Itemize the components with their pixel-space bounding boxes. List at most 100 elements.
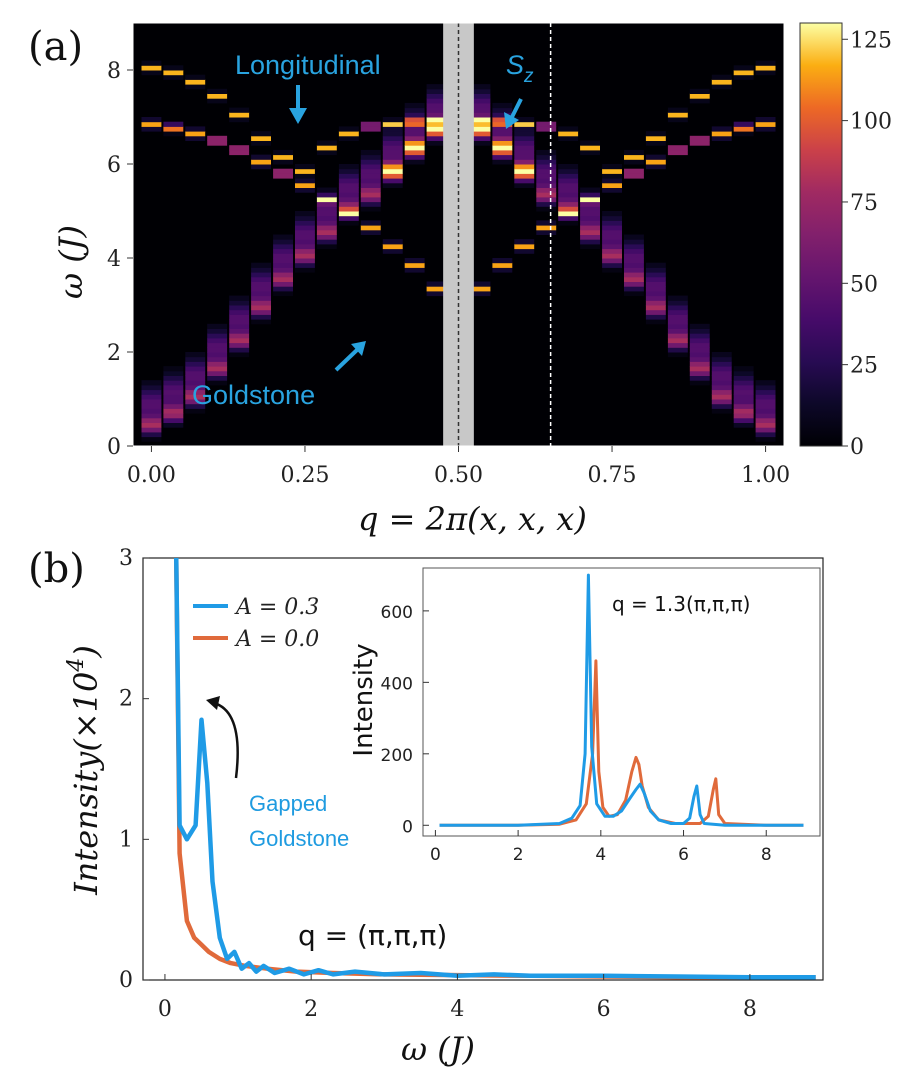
heatmap-cell [667, 319, 688, 325]
heatmap-cell [624, 272, 644, 278]
heatmap-cell [141, 399, 162, 405]
heatmap-cell [163, 384, 184, 391]
heatmap-cell [733, 131, 754, 137]
heatmap-cell [689, 333, 710, 339]
heatmap-cell [514, 126, 535, 132]
heatmap-cell [645, 300, 666, 306]
heatmap-cell [536, 173, 557, 179]
heatmap-cell [492, 267, 513, 273]
heatmap-cell [755, 121, 776, 127]
heatmap-cell [602, 225, 622, 231]
heatmap-cell [229, 145, 250, 151]
heatmap-cell [558, 135, 579, 141]
heatmap-cell [338, 182, 359, 188]
heatmap-cell [360, 149, 381, 156]
heatmap-cell [536, 201, 557, 207]
heatmap-cell [360, 192, 381, 198]
heatmap-cell [536, 225, 557, 231]
heatmap-cell [316, 149, 337, 156]
heatmap-cell [602, 215, 622, 221]
heatmap-cell [580, 243, 600, 250]
heatmap-cell [755, 422, 776, 428]
inset-xtick-label: 2 [513, 845, 524, 865]
heatmap-cell [514, 159, 535, 165]
heatmap-cell [470, 126, 491, 132]
intensity-xlabel: ω (J) [401, 1030, 475, 1068]
heatmap-cell [733, 389, 754, 395]
heatmap-cell [624, 154, 644, 160]
heatmap-cell [229, 295, 250, 301]
heatmap-cell [470, 131, 491, 137]
heatmap-x-ticks: 0.00 0.25 0.50 0.75 1.00 [127, 446, 790, 488]
heatmap-cell [295, 211, 315, 217]
heatmap-cell [404, 267, 425, 273]
heatmap-cell [558, 211, 579, 217]
heatmap-cell [711, 361, 732, 367]
heatmap-cell [207, 337, 228, 344]
heatmap-cell [295, 173, 315, 179]
heatmap-cell [404, 102, 425, 109]
heatmap-cell [711, 375, 732, 381]
heatmap-cell [755, 413, 776, 419]
heatmap-cell [163, 74, 184, 80]
heatmap-cell [689, 375, 710, 381]
heatmap-cell [514, 135, 535, 141]
heatmap-cell [711, 403, 732, 409]
heatmap-cell [602, 168, 622, 174]
heatmap-cell [404, 149, 425, 156]
heatmap-ytick-label: 8 [107, 59, 121, 84]
annotation-gapped: Gapped [249, 791, 327, 816]
heatmap-cell [492, 112, 513, 118]
heatmap-cell [251, 276, 271, 282]
heatmap-cell [602, 164, 622, 170]
heatmap-cell [689, 352, 710, 358]
heatmap-cell [338, 215, 359, 221]
heatmap-cell [645, 272, 666, 278]
heatmap-cell [689, 135, 710, 141]
heatmap-cell [141, 117, 162, 123]
heatmap-cell [338, 211, 359, 217]
heatmap-cell [316, 192, 337, 198]
heatmap-cell [163, 375, 184, 381]
heatmap-cell [251, 272, 271, 278]
heatmap-cell [645, 135, 666, 141]
heatmap-cell [185, 366, 206, 372]
heatmap-cell [470, 88, 491, 94]
heatmap-cell [295, 253, 315, 259]
heatmap-cell [141, 417, 162, 423]
heatmap-cell [295, 168, 315, 174]
heatmap-cell [207, 347, 228, 353]
heatmap-cell [755, 380, 776, 386]
heatmap-cell [667, 337, 688, 344]
heatmap-cell [229, 305, 250, 311]
heatmap-cell [755, 65, 776, 71]
heatmap-cell [229, 309, 250, 315]
heatmap-cell [338, 173, 359, 179]
heatmap-cell [711, 399, 732, 405]
heatmap-cell [360, 201, 381, 207]
heatmap-cell [667, 300, 688, 306]
heatmap-cell [316, 220, 337, 226]
heatmap-cell [382, 131, 403, 137]
heatmap-cell [426, 117, 447, 123]
heatmap-cell [492, 131, 513, 137]
heatmap-cell [536, 168, 557, 174]
legend: A = 0.3 A = 0.0 [193, 595, 319, 652]
heatmap-cell [470, 117, 491, 123]
heatmap-cell [711, 394, 732, 400]
heatmap-cell [536, 182, 557, 188]
heatmap-cell [689, 93, 710, 99]
heatmap-cell [733, 417, 754, 423]
heatmap-cell [514, 248, 535, 254]
heatmap-cell [273, 168, 293, 174]
heatmap-cell [645, 154, 666, 160]
intensity-xtick-label: 4 [450, 997, 464, 1022]
heatmap-cell [492, 154, 513, 160]
heatmap-cell [580, 201, 600, 207]
heatmap-cell [426, 112, 447, 118]
heatmap-cell [382, 173, 403, 179]
inset-frame [422, 567, 821, 837]
heatmap-cell [711, 408, 732, 414]
heatmap-cell [141, 394, 162, 400]
heatmap-cell [558, 178, 579, 184]
